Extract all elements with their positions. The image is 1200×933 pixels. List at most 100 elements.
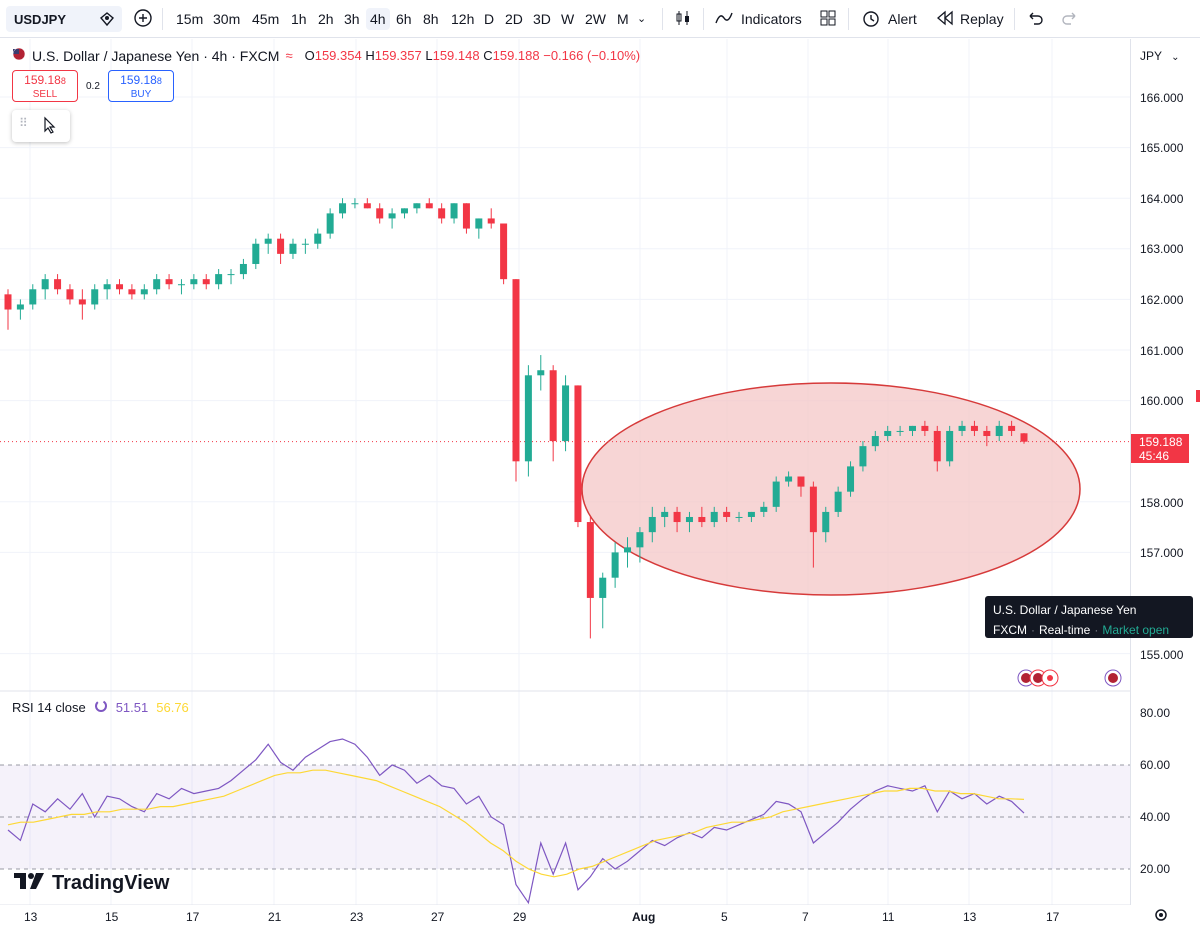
candle-body — [326, 213, 334, 234]
buy-label: BUY — [130, 89, 152, 100]
tooltip-title: U.S. Dollar / Japanese Yen — [993, 603, 1137, 617]
candle-body — [809, 486, 817, 533]
candle-body — [611, 552, 619, 578]
candle-body — [264, 238, 272, 244]
candle-body — [239, 263, 247, 275]
chevron-down-icon[interactable]: ⌄ — [637, 13, 647, 25]
candle-body — [524, 375, 532, 462]
tooltip-status: Market open — [1102, 623, 1170, 637]
current-price-tag: 159.188 45:46 — [1131, 434, 1189, 463]
price-tick-label: 158.000 — [1140, 496, 1184, 510]
replay-button[interactable]: Replay — [960, 11, 1004, 27]
candle-body — [165, 279, 173, 285]
interval-3h[interactable]: 3h — [344, 11, 360, 27]
sell-label: SELL — [32, 89, 58, 100]
candle-body — [66, 289, 74, 300]
candle-body — [363, 203, 371, 209]
rsi-ma-value: 56.76 — [156, 700, 189, 715]
compare-add-icon[interactable] — [133, 8, 153, 30]
interval-2h[interactable]: 2h — [318, 11, 334, 27]
candle-body — [624, 547, 632, 553]
symbol-label: USDJPY — [14, 11, 67, 27]
candle-body — [78, 299, 86, 305]
alert-button[interactable]: Alert — [888, 11, 917, 27]
drawing-toolbar[interactable]: ⠿ — [12, 110, 70, 142]
rsi-tick-label: 60.00 — [1140, 758, 1171, 772]
interval-30m[interactable]: 30m — [213, 11, 241, 27]
interval-45m[interactable]: 45m — [252, 11, 280, 27]
candle-body — [599, 577, 607, 598]
chevron-down-icon: ⌄ — [1171, 52, 1180, 63]
symbol-search[interactable]: USDJPY — [6, 6, 122, 32]
interval-2D[interactable]: 2D — [505, 11, 523, 27]
divider — [848, 8, 849, 30]
candle-body — [537, 370, 545, 376]
candle-body — [4, 294, 12, 310]
interval-8h[interactable]: 8h — [423, 11, 439, 27]
interval-1h[interactable]: 1h — [291, 11, 307, 27]
time-tick-label: 21 — [268, 910, 282, 924]
interval-2W[interactable]: 2W — [585, 11, 606, 27]
candle-body — [1020, 433, 1028, 442]
interval-6h[interactable]: 6h — [396, 11, 412, 27]
currency-label: JPY — [1140, 49, 1162, 63]
time-tick-label: 13 — [963, 910, 977, 924]
interval-12h[interactable]: 12h — [451, 11, 475, 27]
event-flags[interactable] — [1016, 669, 1066, 694]
settings-icon[interactable] — [1153, 907, 1169, 928]
interval-D[interactable]: D — [484, 11, 495, 27]
alert-icon[interactable] — [861, 8, 881, 30]
drag-handle-icon[interactable]: ⠿ — [19, 116, 28, 130]
top-toolbar: USDJPY 15m 30m 45m 1h 2h 3h 4h 6h 8h 12h D 2D 3D W 2W M… — [0, 0, 1200, 38]
tooltip-exchange: FXCM — [993, 623, 1027, 637]
candle-body — [29, 289, 37, 305]
undo-icon[interactable] — [1025, 8, 1045, 30]
replay-icon[interactable] — [935, 8, 955, 30]
sell-price: 159.18 — [24, 73, 61, 87]
time-tick-label: 17 — [186, 910, 200, 924]
cursor-icon[interactable] — [42, 116, 58, 139]
currency-selector[interactable]: JPY ⌄ — [1134, 45, 1192, 67]
candle-body — [685, 516, 693, 523]
candle-body — [339, 203, 347, 214]
candle-body — [1008, 425, 1016, 431]
indicators-icon[interactable] — [714, 8, 734, 30]
indicators-button[interactable]: Indicators — [741, 11, 802, 27]
candle-body — [425, 203, 433, 209]
candle-body — [797, 476, 805, 487]
time-tick-label: 15 — [105, 910, 119, 924]
price-tick-label: 155.000 — [1140, 648, 1184, 662]
rsi-tick-label: 20.00 — [1140, 862, 1171, 876]
candles-icon[interactable] — [673, 8, 693, 30]
ohlc-values: O159.354 H159.357 L159.148 C159.188 −0.1… — [304, 48, 641, 63]
candle-body — [388, 213, 396, 219]
price-tick-label: 160.000 — [1140, 394, 1184, 408]
candle-body — [946, 430, 954, 462]
candle-body — [747, 511, 755, 517]
interval-M[interactable]: M — [617, 11, 629, 27]
spread-value: 0.2 — [86, 81, 100, 92]
candle-body — [190, 279, 198, 285]
interval-3D[interactable]: 3D — [533, 11, 551, 27]
candle-body — [586, 522, 594, 598]
price-tick-label: 163.000 — [1140, 242, 1184, 256]
event-flag[interactable] — [1102, 669, 1124, 694]
redo-icon[interactable] — [1060, 8, 1080, 30]
candle-body — [54, 279, 62, 290]
layouts-icon[interactable] — [818, 8, 838, 30]
candle-body — [921, 425, 929, 431]
price-chart[interactable] — [0, 39, 1130, 905]
candle-body — [884, 430, 892, 437]
buy-button[interactable]: 159.188 BUY — [108, 70, 174, 102]
candle-body — [153, 279, 161, 290]
interval-4h[interactable]: 4h — [366, 8, 390, 30]
candle-body — [847, 466, 855, 492]
candle-body — [661, 511, 669, 517]
tradingview-logo: TradingView — [14, 872, 169, 895]
interval-15m[interactable]: 15m — [176, 11, 204, 27]
candle-body — [289, 243, 297, 254]
interval-W[interactable]: W — [561, 11, 575, 27]
sell-button[interactable]: 159.188 SELL — [12, 70, 78, 102]
candle-body — [277, 238, 285, 254]
price-axis[interactable] — [1130, 39, 1200, 905]
